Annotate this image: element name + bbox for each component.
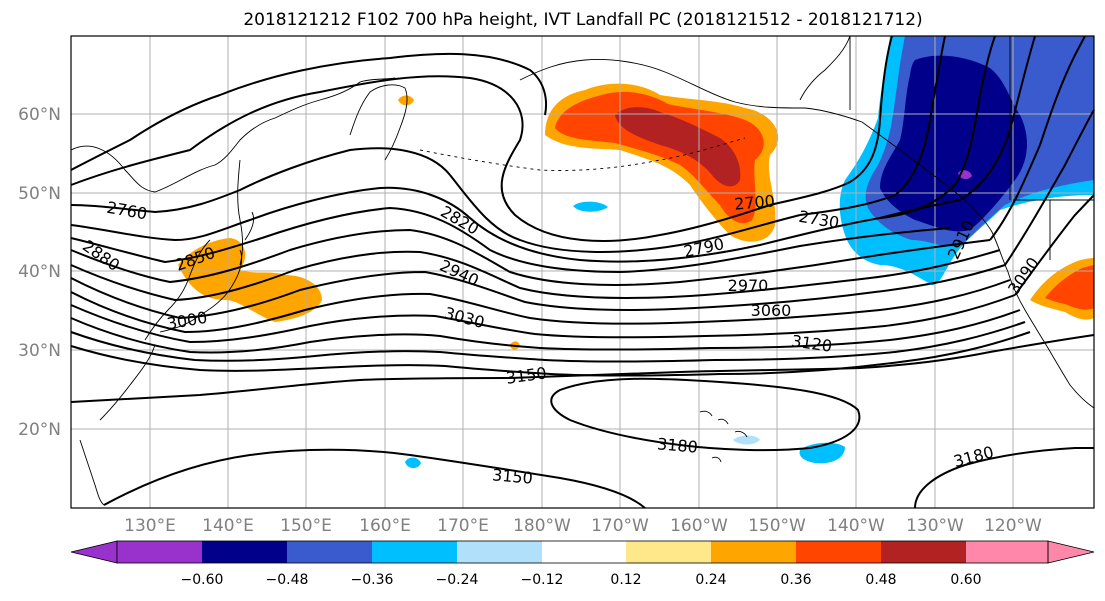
map-title: 2018121212 F102 700 hPa height, IVT Land… xyxy=(243,10,922,30)
contour-2850 xyxy=(70,206,951,274)
colorbar-outline xyxy=(116,540,1049,564)
contour-3180-east xyxy=(914,447,1094,509)
longitude-labels: 130°E 140°E 150°E 160°E 170°E 180°W 170°… xyxy=(124,516,1042,536)
colorbar-segment xyxy=(202,541,287,563)
lon-label-180w: 180°W xyxy=(513,516,571,536)
coastline-alaska xyxy=(519,35,863,123)
height-contours xyxy=(70,35,1095,509)
ivt-negative-patch-west xyxy=(405,457,421,469)
contour-3180-loop xyxy=(550,377,861,452)
coastline-japan xyxy=(159,211,255,333)
lat-label-40n: 40°N xyxy=(18,262,61,282)
colorbar-arrow-min xyxy=(70,540,118,564)
lat-label-30n: 30°N xyxy=(18,341,61,361)
colorbar-tick-label: 0.36 xyxy=(780,572,811,588)
ivt-positive-region-japan xyxy=(178,238,322,322)
contour-label: 3060 xyxy=(751,301,792,320)
coastline-kamchatka xyxy=(349,84,408,161)
map-panel: 2760 2880 2850 3000 2820 2940 3030 2790 … xyxy=(70,35,1095,509)
colorbar-segment xyxy=(626,541,711,563)
contour-north-loop xyxy=(70,52,771,242)
lat-label-20n: 20°N xyxy=(18,420,61,440)
colorbar-tick-label: −0.24 xyxy=(436,572,479,588)
colorbar-segment xyxy=(881,541,966,563)
contour-3150 xyxy=(70,334,1095,403)
colorbar-segment xyxy=(711,541,796,563)
lat-label-50n: 50°N xyxy=(18,184,61,204)
colorbar-segment xyxy=(542,541,626,563)
map-frame xyxy=(70,35,1095,509)
coastline-aleutians xyxy=(419,137,746,171)
contour-2940 xyxy=(70,264,1006,320)
contour-2880 xyxy=(70,228,991,286)
contour-label: 2700 xyxy=(733,191,775,213)
contour-3000 xyxy=(70,294,1016,344)
colorbar-tick-label: −0.60 xyxy=(181,572,224,588)
colorbar-tick-label: −0.36 xyxy=(351,572,394,588)
lon-label-130w: 130°W xyxy=(906,516,964,536)
colorbar: −0.60 −0.48 −0.36 −0.24 −0.12 0.12 0.24 … xyxy=(70,540,1095,588)
colorbar-tick-label: 0.48 xyxy=(865,572,896,588)
colorbar-tick-label: −0.48 xyxy=(266,572,309,588)
contour-east-trough-4 xyxy=(959,35,1036,201)
ivt-strong-positive-gulf xyxy=(555,91,764,224)
contour-label: 3150 xyxy=(491,465,533,487)
colorbar-segment xyxy=(372,541,457,563)
ivt-negative-region-strong xyxy=(880,55,1027,232)
ivt-negative-patch-midpacific xyxy=(573,201,608,212)
contour-3060 xyxy=(70,321,1026,363)
contour-east-trough-2 xyxy=(799,35,946,216)
contour-label: 2970 xyxy=(728,276,769,295)
contour-east-trough-5 xyxy=(989,35,1086,241)
coastline-hawaii xyxy=(699,410,748,463)
colorbar-segment xyxy=(117,541,202,563)
ivt-negative-patch-hawaii-small xyxy=(733,435,760,445)
colorbar-segment xyxy=(457,541,542,563)
coastline-state-borders xyxy=(849,36,1094,260)
contour-east-trough-1 xyxy=(769,35,893,206)
lon-label-130e: 130°E xyxy=(124,516,176,536)
lon-label-150w: 150°W xyxy=(748,516,806,536)
contour-3120 xyxy=(70,331,1031,377)
colorbar-tick-label: −0.12 xyxy=(521,572,564,588)
contour-2910 xyxy=(70,249,1001,302)
lat-label-60n: 60°N xyxy=(18,105,61,125)
coastlines xyxy=(70,35,1095,506)
lon-label-150e: 150°E xyxy=(280,516,332,536)
lon-label-170e: 170°E xyxy=(437,516,489,536)
lon-label-160w: 160°W xyxy=(670,516,728,536)
contour-2820 xyxy=(70,186,961,263)
lon-label-140e: 140°E xyxy=(202,516,254,536)
lon-label-160e: 160°E xyxy=(359,516,411,536)
lon-label-170w: 170°W xyxy=(591,516,649,536)
ivt-very-strong-positive-gulf xyxy=(615,107,741,187)
contour-east-trough-7 xyxy=(1014,194,1095,296)
contour-3030 xyxy=(70,309,1021,354)
colorbar-segment xyxy=(796,541,881,563)
colorbar-segment xyxy=(287,541,372,563)
latitude-labels: 60°N 50°N 40°N 30°N 20°N xyxy=(18,105,61,440)
colorbar-tick-label: 0.24 xyxy=(695,572,726,588)
colorbar-arrow-max xyxy=(1047,540,1095,564)
coastline-north-america xyxy=(861,121,1095,409)
contour-2970 xyxy=(70,279,1011,334)
contour-east-trough-6 xyxy=(1004,109,1095,266)
contour-label: 3180 xyxy=(656,434,698,456)
contour-2760 xyxy=(70,147,801,253)
contour-3150-south xyxy=(103,448,646,509)
lon-label-140w: 140°W xyxy=(827,516,885,536)
ivt-strong-positive-california xyxy=(1045,265,1094,310)
contour-east-trough-3 xyxy=(879,35,996,219)
coastline-asia xyxy=(70,77,396,506)
colorbar-tick-label: 0.60 xyxy=(950,572,981,588)
lon-label-120w: 120°W xyxy=(984,516,1042,536)
colorbar-tick-label: 0.12 xyxy=(610,572,641,588)
colorbar-segment xyxy=(966,541,1048,563)
ivt-positive-patch-kamchatka xyxy=(398,95,414,106)
